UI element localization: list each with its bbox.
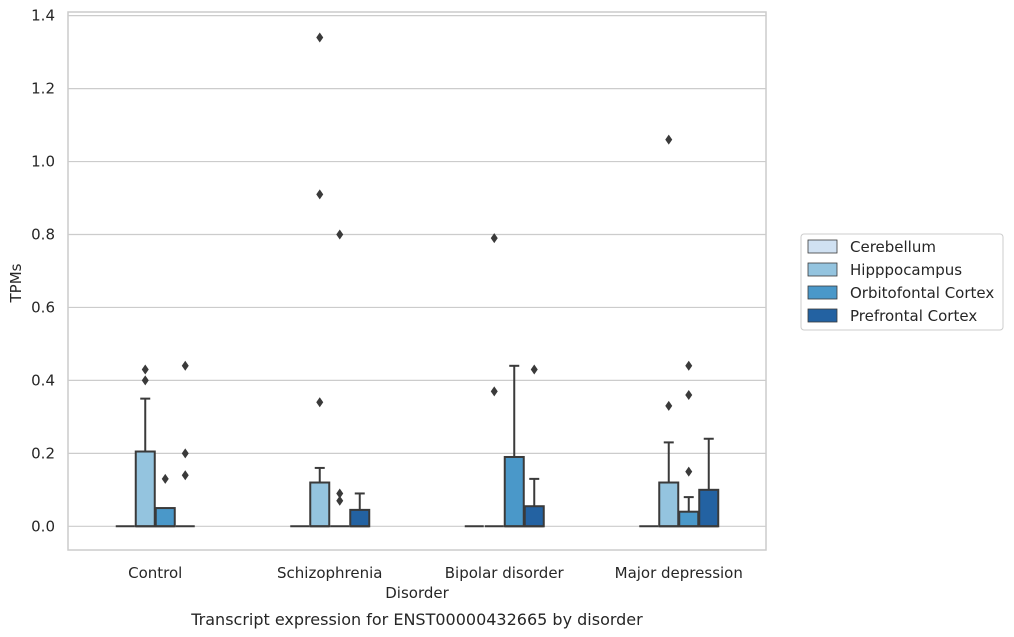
outlier-point: [316, 397, 324, 408]
y-tick-label: 0.4: [31, 371, 55, 389]
outlier-point: [665, 400, 673, 411]
plot-frame: [67, 11, 767, 551]
box-body: [349, 508, 371, 528]
box-body: [658, 481, 680, 528]
y-tick-label: 1.0: [31, 153, 55, 171]
legend-swatch: [807, 308, 838, 323]
box-body: [154, 507, 176, 528]
x-tick-label: Major depression: [615, 564, 743, 582]
plot-area: [67, 11, 767, 551]
y-tick-label: 1.4: [31, 7, 55, 25]
box-3-0: [175, 360, 195, 528]
outlier-point: [141, 364, 149, 375]
y-axis-title: TPMs: [7, 263, 25, 303]
box-2-3: [678, 360, 700, 528]
y-axis: 0.0 0.2 0.4 0.6 0.8 1.0 1.2 1.4: [31, 7, 55, 536]
outlier-point: [490, 233, 498, 244]
outlier-point: [336, 495, 344, 506]
box-2-2: [503, 364, 525, 528]
y-tick-label: 1.2: [31, 80, 55, 98]
plot-background: [68, 12, 766, 550]
y-tick-label: 0.2: [31, 444, 55, 462]
outlier-point: [685, 360, 693, 371]
box-body: [698, 488, 720, 528]
outlier-point: [181, 470, 189, 481]
box-body: [678, 510, 700, 528]
x-tick-label: Schizophrenia: [277, 564, 382, 582]
box-1-0: [134, 364, 156, 528]
legend-swatch: [807, 239, 838, 254]
x-tick-label: Control: [128, 564, 182, 582]
y-tick-label: 0.6: [31, 298, 55, 316]
outlier-point: [665, 134, 673, 145]
box-2-1: [330, 229, 350, 528]
legend-label: Orbitofontal Cortex: [850, 284, 994, 302]
box-1-2: [484, 233, 504, 528]
legend-label: Hipppocampus: [850, 261, 962, 279]
x-axis: Control Schizophrenia Bipolar disorder Majo…: [128, 564, 743, 582]
box-1-3: [658, 134, 680, 528]
x-axis-title: Disorder: [385, 584, 449, 602]
legend-frame: [800, 233, 1004, 331]
outlier-point: [181, 360, 189, 371]
outlier-point: [316, 189, 324, 200]
chart-caption: Transcript expression for ENST0000043266…: [190, 610, 643, 629]
outlier-point: [316, 32, 324, 43]
outlier-point: [181, 448, 189, 459]
box-3-2: [523, 364, 545, 528]
legend-swatch: [807, 285, 838, 300]
outlier-point: [161, 473, 169, 484]
legend: Cerebellum Hipppocampus Orbitofontal Corte…: [800, 233, 1004, 331]
box-body: [523, 505, 545, 528]
box-marks: [115, 32, 720, 528]
box-1-1: [309, 32, 331, 528]
outlier-point: [530, 364, 538, 375]
box-3-1: [349, 492, 371, 528]
legend-swatch: [807, 262, 838, 277]
outlier-point: [336, 488, 344, 499]
box-body: [309, 481, 331, 528]
box-2-0: [154, 473, 176, 528]
y-tick-label: 0.8: [31, 225, 55, 243]
outlier-point: [490, 386, 498, 397]
x-tick-label: Bipolar disorder: [445, 564, 565, 582]
box-3-3: [698, 437, 720, 528]
box-body: [503, 455, 525, 528]
outlier-point: [141, 375, 149, 386]
box-body: [134, 450, 156, 528]
outlier-point: [685, 389, 693, 400]
outlier-point: [685, 466, 693, 477]
legend-label: Prefrontal Cortex: [850, 307, 977, 325]
legend-label: Cerebellum: [850, 238, 936, 256]
y-tick-label: 0.0: [31, 517, 55, 535]
outlier-point: [336, 229, 344, 240]
